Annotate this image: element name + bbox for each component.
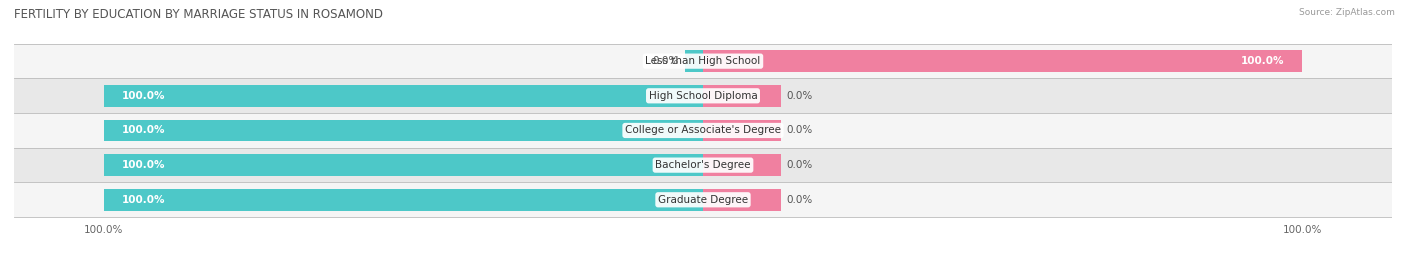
- Text: High School Diploma: High School Diploma: [648, 91, 758, 101]
- Bar: [14, 148, 1392, 182]
- Text: 0.0%: 0.0%: [787, 91, 813, 101]
- Text: 100.0%: 100.0%: [122, 125, 166, 136]
- Text: 100.0%: 100.0%: [122, 160, 166, 170]
- Bar: [14, 79, 1392, 113]
- Bar: [703, 50, 1302, 72]
- Text: Graduate Degree: Graduate Degree: [658, 195, 748, 205]
- Text: 0.0%: 0.0%: [787, 125, 813, 136]
- Bar: [104, 189, 703, 211]
- Text: 100.0%: 100.0%: [1240, 56, 1284, 66]
- Text: 0.0%: 0.0%: [787, 160, 813, 170]
- Bar: [703, 154, 780, 176]
- Bar: [14, 182, 1392, 217]
- Bar: [14, 44, 1392, 79]
- Bar: [685, 50, 703, 72]
- Text: Less than High School: Less than High School: [645, 56, 761, 66]
- Text: Bachelor's Degree: Bachelor's Degree: [655, 160, 751, 170]
- Text: College or Associate's Degree: College or Associate's Degree: [626, 125, 780, 136]
- Bar: [703, 189, 780, 211]
- Text: FERTILITY BY EDUCATION BY MARRIAGE STATUS IN ROSAMOND: FERTILITY BY EDUCATION BY MARRIAGE STATU…: [14, 8, 382, 21]
- Text: 0.0%: 0.0%: [652, 56, 679, 66]
- Text: 100.0%: 100.0%: [122, 91, 166, 101]
- Text: 0.0%: 0.0%: [787, 195, 813, 205]
- Bar: [703, 85, 780, 107]
- Bar: [14, 113, 1392, 148]
- Bar: [703, 120, 780, 141]
- Text: 100.0%: 100.0%: [122, 195, 166, 205]
- Bar: [104, 154, 703, 176]
- Text: Source: ZipAtlas.com: Source: ZipAtlas.com: [1299, 8, 1395, 17]
- Bar: [104, 120, 703, 141]
- Bar: [104, 85, 703, 107]
